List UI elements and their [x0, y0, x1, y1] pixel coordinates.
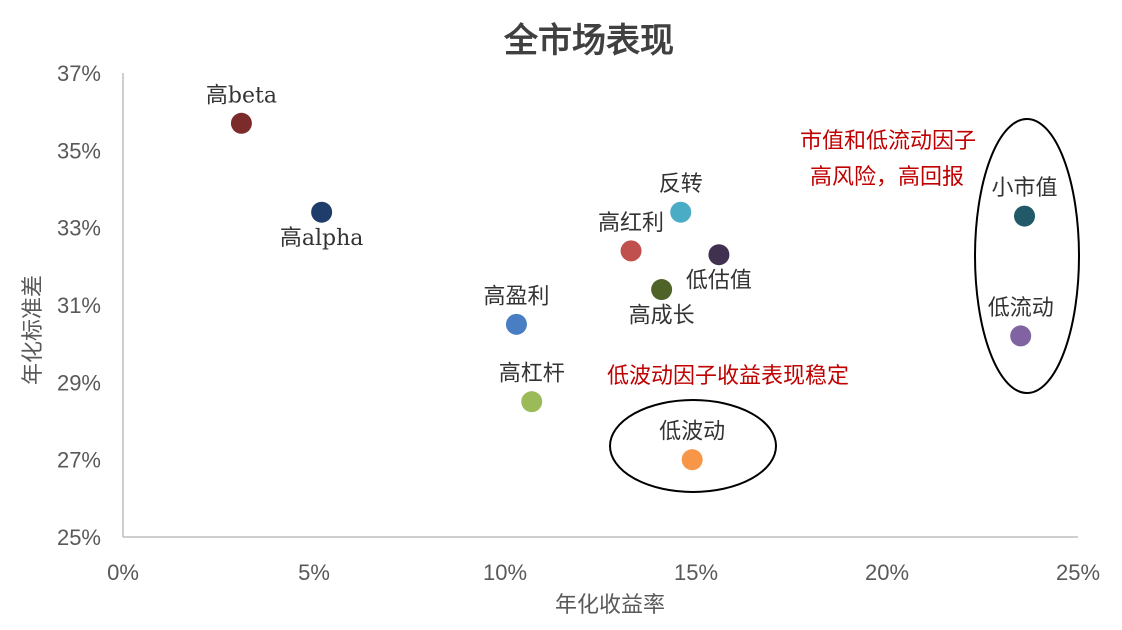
highlight-ellipses: [609, 118, 1080, 493]
point-label: 低流动: [988, 296, 1054, 321]
low-vol-ellipse: [609, 399, 777, 493]
scatter-point: [230, 112, 252, 134]
point-label: 高盈利: [483, 284, 549, 309]
x-tick-label: 15%: [674, 560, 718, 585]
x-tick-labels: 0% 5% 10% 15% 20% 25%: [107, 560, 1100, 585]
y-tick-label: 27%: [57, 448, 101, 473]
scatter-point: [651, 279, 673, 301]
scatter-point: [620, 240, 642, 262]
annotation-high-risk-return: 高风险，高回报: [810, 165, 964, 190]
y-tick-label: 29%: [57, 370, 101, 395]
annotation-low-vol-stable: 低波动因子收益表现稳定: [607, 364, 849, 389]
scatter-point: [708, 244, 730, 266]
y-tick-label: 33%: [57, 216, 101, 241]
y-tick-labels: 25% 27% 29% 31% 33% 35% 37%: [57, 61, 101, 550]
point-label: 反转: [659, 172, 703, 197]
point-label: 高杠杆: [499, 362, 565, 387]
annotation-size-liquidity: 市值和低流动因子: [800, 129, 976, 154]
x-tick-label: 0%: [107, 560, 139, 585]
x-tick-label: 5%: [298, 560, 330, 585]
y-axis-label: 年化标准差: [21, 275, 46, 385]
point-label: 低估值: [686, 269, 752, 294]
point-label: 高成长: [629, 304, 695, 329]
annotations: 市值和低流动因子 高风险，高回报 低波动因子收益表现稳定: [607, 129, 976, 389]
y-tick-label: 35%: [57, 138, 101, 163]
point-label: 高红利: [598, 211, 664, 236]
high-risk-ellipse: [974, 118, 1080, 394]
x-tick-label: 10%: [483, 560, 527, 585]
scatter-point: [311, 201, 333, 223]
scatter-point: [1010, 325, 1032, 347]
y-tick-label: 25%: [57, 525, 101, 550]
axes: [122, 73, 1078, 538]
scatter-point: [521, 391, 543, 413]
point-label: 高alpha: [280, 226, 364, 251]
scatter-point: [681, 449, 703, 471]
x-tick-label: 25%: [1056, 560, 1100, 585]
scatter-point: [670, 201, 692, 223]
point-label: 高beta: [206, 83, 277, 108]
x-axis-label: 年化收益率: [555, 593, 665, 618]
scatter-point: [1014, 205, 1036, 227]
y-tick-label: 31%: [57, 293, 101, 318]
y-tick-label: 37%: [57, 61, 101, 86]
scatter-point: [505, 313, 527, 335]
x-tick-label: 20%: [865, 560, 909, 585]
point-label: 小市值: [992, 176, 1058, 201]
point-label: 低波动: [659, 420, 725, 445]
chart-title: 全市场表现: [503, 21, 674, 61]
